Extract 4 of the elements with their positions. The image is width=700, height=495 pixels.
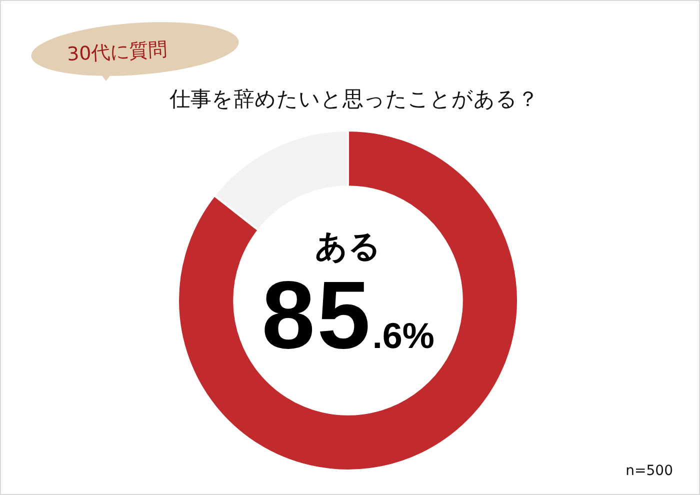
- chart-subtitle: 30代に質問: [66, 37, 168, 68]
- chart-title: 仕事を辞めたいと思ったことがある？: [168, 86, 540, 113]
- text: n=500: [626, 463, 673, 479]
- slice-label: ある: [315, 226, 381, 266]
